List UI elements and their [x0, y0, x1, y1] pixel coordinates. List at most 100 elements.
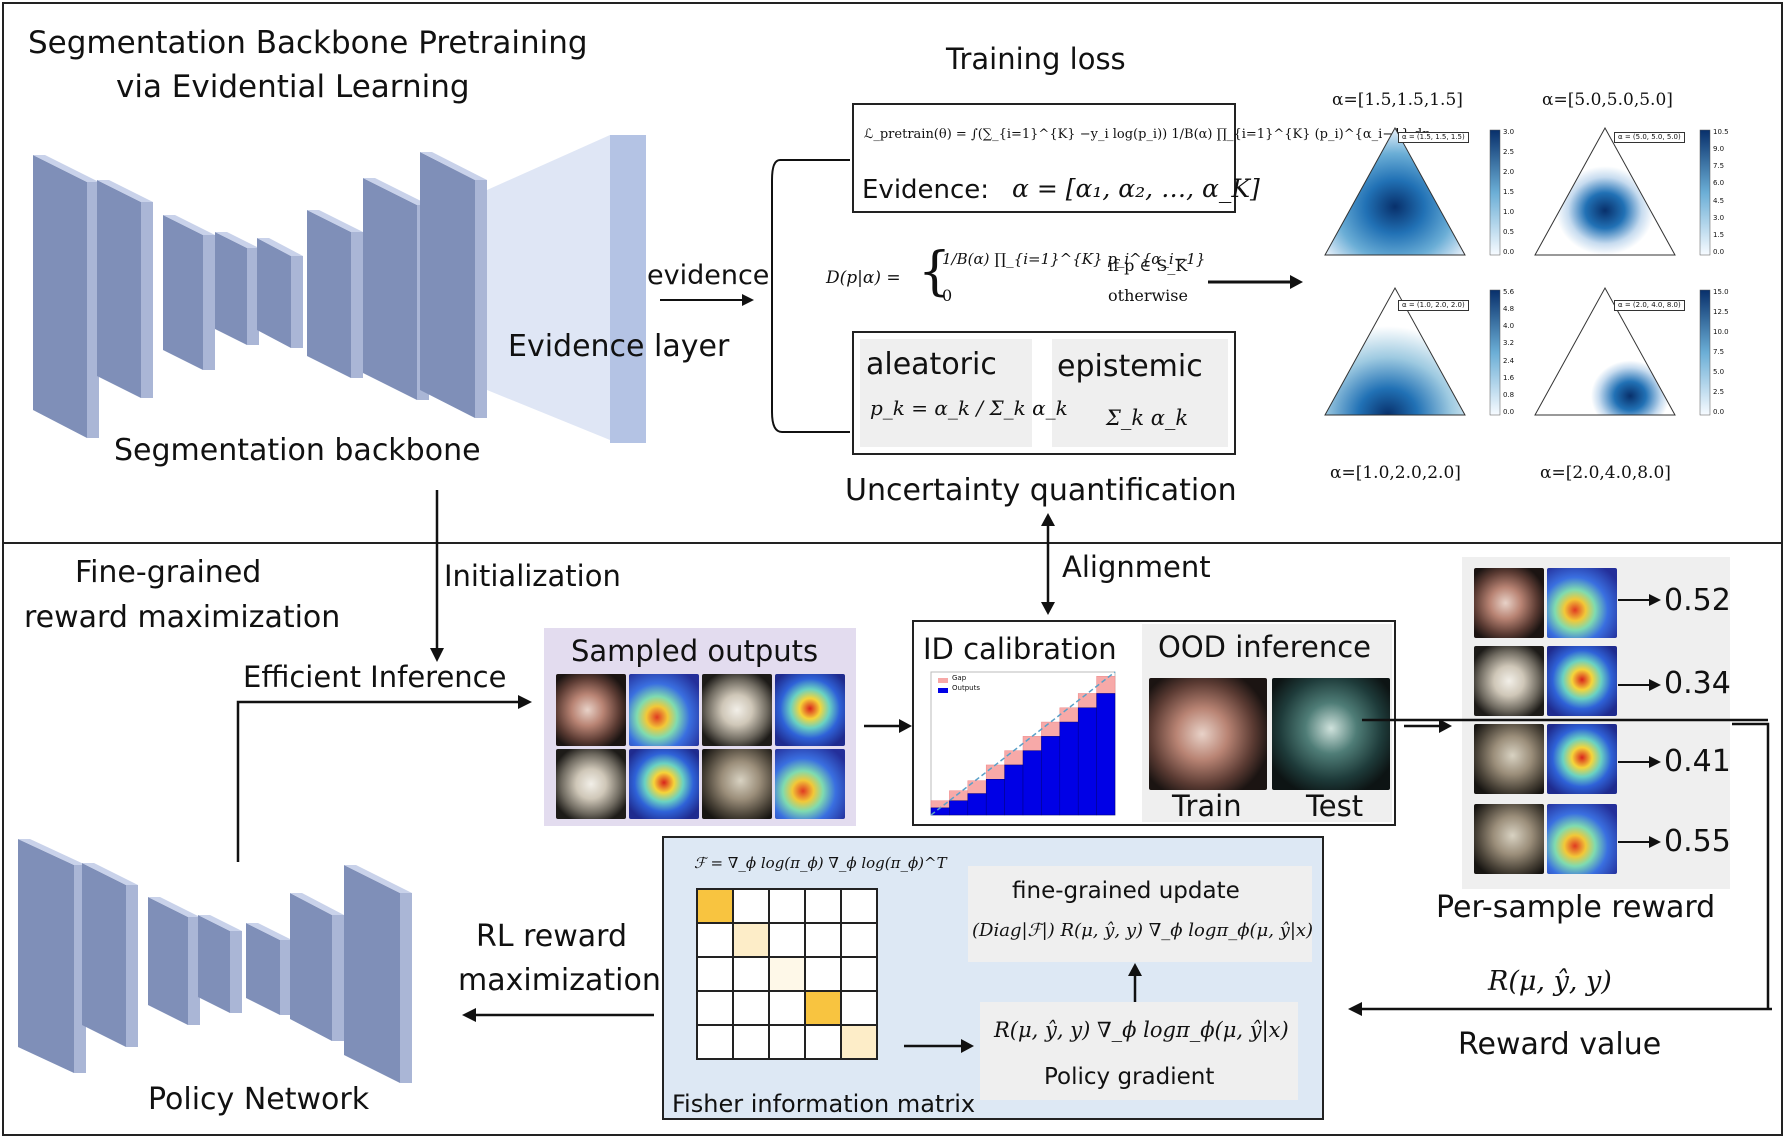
id-calibration-label: ID calibration — [923, 632, 1117, 666]
colorbar-tick: 7.5 — [1713, 348, 1725, 356]
backbone-block — [163, 215, 215, 370]
calibration-output-bar — [1041, 736, 1061, 816]
evidence-arrow — [660, 294, 754, 306]
rl-reward-line1: RL reward — [476, 919, 627, 954]
ood-test-image — [1272, 678, 1390, 790]
bottom-panel — [2, 542, 1783, 1136]
reward-thumb-2 — [1474, 646, 1544, 716]
alignment-arrow — [1041, 513, 1055, 615]
reward-arrow — [1618, 594, 1661, 606]
reward-to-update-arrow — [1348, 1002, 1772, 1016]
alignment-label: Alignment — [1062, 550, 1211, 584]
simplex-legend-1: α = (1.5, 1.5, 1.5) — [1398, 132, 1469, 143]
simplex-label-4: α=[2.0,4.0,8.0] — [1540, 463, 1671, 483]
colorbar-tick: 2.0 — [1503, 168, 1515, 176]
reward-arrows — [1618, 594, 1661, 848]
top-title-line2: via Evidential Learning — [116, 69, 470, 105]
evidence-arrow-label: evidence — [647, 260, 770, 291]
dirichlet-case2: 0 — [942, 286, 953, 305]
reward-value-2: 0.34 — [1664, 666, 1731, 701]
policy-block — [82, 863, 138, 1047]
backbone-block — [33, 155, 99, 438]
colorbar-ticks-1: 3.0 2.5 2.0 1.5 1.0 0.5 0.0 — [1503, 128, 1525, 256]
colorbar-tick: 9.0 — [1713, 145, 1725, 154]
epistemic-label: epistemic — [1057, 349, 1203, 384]
reward-heatmap-4 — [1547, 804, 1617, 874]
fisher-formula: ℱ = ∇_ϕ log(π_ϕ) ∇_ϕ log(π_ϕ)^T — [694, 854, 947, 872]
calibration-output-bar — [985, 779, 1005, 816]
policy-gradient-box — [980, 1002, 1298, 1100]
epistemic-cell — [1052, 339, 1228, 447]
policy-network-diagram — [18, 839, 412, 1083]
legend-swatch-outputs — [938, 688, 948, 693]
dirichlet-case2-cond: otherwise — [1108, 286, 1188, 305]
sample-thumb-4 — [702, 749, 772, 819]
backbone-block — [420, 152, 487, 418]
colorbar-tick: 10.5 — [1713, 128, 1729, 136]
fine-grained-update-title: fine-grained update — [1012, 878, 1240, 904]
policy-block — [18, 839, 86, 1073]
ood-to-rewards-arrow — [1404, 719, 1452, 733]
backbone-block — [257, 238, 303, 348]
aleatoric-cell — [860, 339, 1032, 447]
simplex-plot-4 — [1534, 286, 1711, 416]
legend-swatch-gap — [938, 678, 948, 683]
aleatoric-formula: p_k = α_k / Σ_k α_k — [870, 396, 1068, 420]
simplex-legend-2: α = (5.0, 5.0, 5.0) — [1614, 132, 1685, 143]
colorbar-tick: 3.0 — [1503, 128, 1515, 136]
uncertainty-box — [852, 331, 1236, 455]
colorbar-tick: 1.5 — [1713, 230, 1725, 239]
calibration-output-bar — [1059, 721, 1079, 816]
colorbar-tick: 5.6 — [1503, 288, 1515, 296]
initialization-label: Initialization — [444, 559, 621, 593]
colorbar-tick: 0.0 — [1713, 408, 1725, 416]
calibration-output-bar — [1096, 693, 1116, 816]
sampled-to-calibration-arrow — [864, 719, 912, 733]
ood-inference-label: OOD inference — [1158, 630, 1371, 664]
colorbar-tick: 1.0 — [1503, 208, 1515, 216]
colorbar-tick: 0.0 — [1713, 247, 1725, 256]
sample-thumb-3 — [556, 749, 626, 819]
calibration-ood-box — [912, 620, 1396, 826]
evidence-formula: α = [α₁, α₂, …, α_K] — [1012, 174, 1260, 203]
rl-reward-line2: maximization — [458, 963, 661, 998]
policy-network-label: Policy Network — [148, 1082, 370, 1117]
colorbar-ticks-3: 5.6 4.8 4.0 3.2 2.4 1.6 0.8 0.0 — [1503, 288, 1525, 416]
reward-thumb-4 — [1474, 804, 1544, 874]
backbone-blocks — [33, 152, 487, 438]
backbone-block — [363, 178, 429, 400]
sample-heatmap-2 — [775, 674, 845, 746]
dirichlet-lhs: D(p|α) = — [826, 268, 901, 288]
policy-block — [290, 893, 344, 1041]
test-label: Test — [1306, 789, 1364, 823]
bracket-connector — [771, 159, 850, 433]
colorbar-tick: 0.8 — [1503, 390, 1515, 399]
reward-function-label: R(μ, ŷ, y) — [1488, 966, 1612, 997]
calibration-gap-bar — [1077, 693, 1097, 709]
colorbar-tick: 0.0 — [1503, 407, 1515, 416]
fisher-to-gradient-arrow — [904, 1039, 974, 1053]
reward-return-arrow — [1362, 718, 1770, 1008]
colorbar-tick: 10.0 — [1713, 328, 1729, 336]
bottom-title-line1: Fine-grained — [75, 555, 262, 590]
colorbar-tick: 0.0 — [1503, 248, 1515, 256]
uncertainty-label: Uncertainty quantification — [845, 473, 1237, 508]
colorbar-tick: 5.0 — [1713, 368, 1725, 376]
policy-block — [198, 915, 242, 1013]
bottom-title-line2: reward maximization — [24, 600, 341, 635]
reward-thumb-1 — [1474, 568, 1544, 638]
evidence-layer-label: Evidence layer — [508, 329, 730, 364]
reward-heatmap-3 — [1547, 724, 1617, 794]
dirichlet-case1-cond: if p ∈ S_K — [1108, 256, 1188, 275]
reward-heatmap-2 — [1547, 646, 1617, 716]
calibration-diagonal — [930, 671, 1116, 816]
reward-arrow — [1618, 756, 1661, 768]
rl-to-policy-arrow — [462, 1008, 654, 1022]
reward-value-4: 0.55 — [1664, 824, 1731, 859]
policy-block — [148, 897, 200, 1025]
train-label: Train — [1172, 789, 1242, 823]
sample-heatmap-3 — [629, 749, 699, 819]
colorbar-tick: 15.0 — [1713, 288, 1729, 296]
sampled-outputs-label: Sampled outputs — [571, 634, 819, 668]
fisher-label: Fisher information matrix — [672, 1090, 976, 1118]
